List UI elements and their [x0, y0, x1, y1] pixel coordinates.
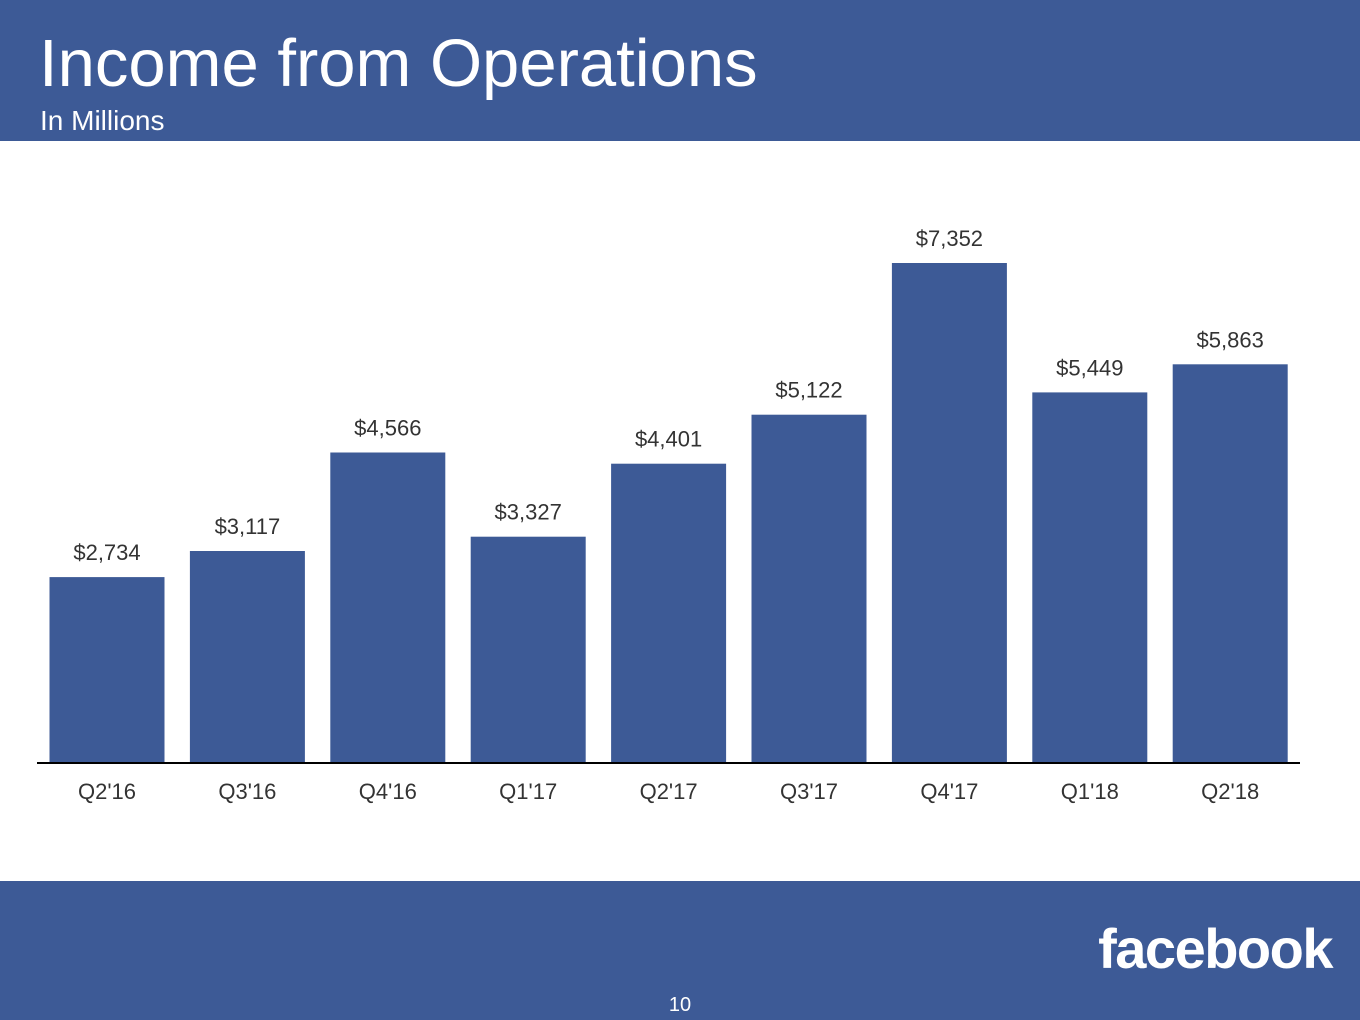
bar-7 [1032, 392, 1148, 763]
facebook-logo: facebook [1098, 917, 1333, 980]
x-tick-label: Q1'17 [499, 779, 557, 804]
page-number: 10 [668, 994, 692, 1016]
bar-2 [330, 452, 446, 763]
x-tick-label: Q3'16 [218, 779, 276, 804]
bar-5 [751, 414, 867, 763]
bar-value-label: $5,122 [775, 378, 842, 403]
x-tick-label: Q3'17 [780, 779, 838, 804]
x-tick-label: Q1'18 [1061, 779, 1119, 804]
bar-6 [891, 263, 1007, 763]
x-tick-label: Q4'16 [359, 779, 417, 804]
header-band: Income from Operations In Millions [0, 0, 1360, 141]
bar-value-label: $2,734 [73, 540, 140, 565]
x-tick-label: Q4'17 [920, 779, 978, 804]
page-subtitle: In Millions [40, 105, 165, 136]
bar-value-label: $4,401 [635, 427, 702, 452]
page-title: Income from Operations [39, 26, 758, 101]
bar-1 [189, 551, 305, 763]
bar-value-label: $5,449 [1056, 355, 1123, 380]
bar-4 [611, 463, 727, 763]
bar-8 [1172, 364, 1288, 763]
bar-3 [470, 536, 586, 763]
bar-value-label: $4,566 [354, 416, 421, 441]
x-tick-label: Q2'17 [640, 779, 698, 804]
bar-value-label: $5,863 [1197, 327, 1264, 352]
x-tick-label: Q2'18 [1201, 779, 1259, 804]
bar-value-label: $3,327 [495, 500, 562, 525]
bar-0 [49, 577, 165, 763]
bar-value-label: $7,352 [916, 226, 983, 251]
footer-band: facebook 10 [0, 881, 1360, 1020]
x-tick-label: Q2'16 [78, 779, 136, 804]
bar-value-label: $3,117 [215, 514, 281, 539]
